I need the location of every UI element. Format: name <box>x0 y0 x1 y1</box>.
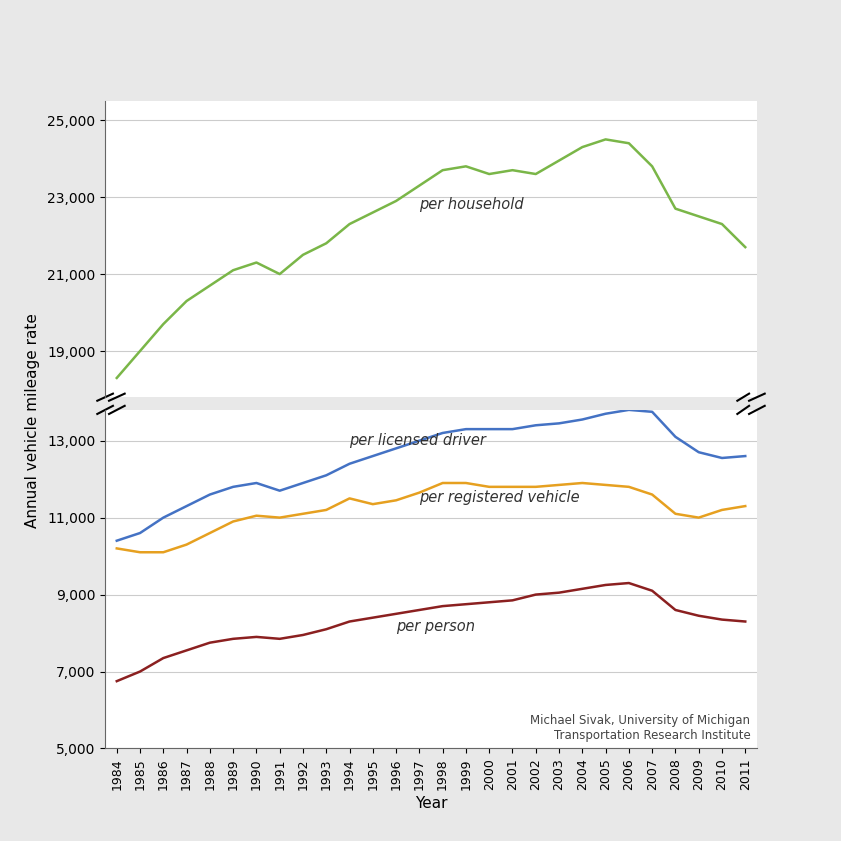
Text: Michael Sivak, University of Michigan
Transportation Research Institute: Michael Sivak, University of Michigan Tr… <box>531 714 750 742</box>
Text: per registered vehicle: per registered vehicle <box>420 490 580 505</box>
Text: Annual vehicle mileage rate: Annual vehicle mileage rate <box>25 313 40 528</box>
Text: per person: per person <box>396 619 475 634</box>
X-axis label: Year: Year <box>415 796 447 811</box>
Text: per household: per household <box>420 197 524 212</box>
Text: per licensed driver: per licensed driver <box>350 432 486 447</box>
